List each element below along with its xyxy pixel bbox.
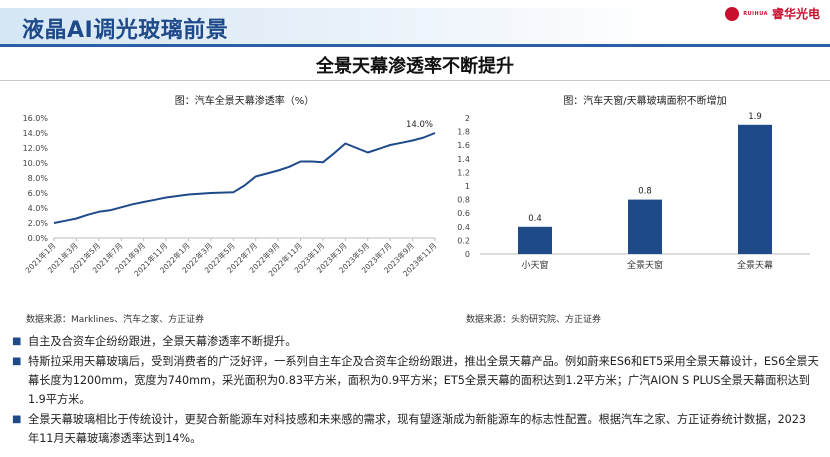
left-chart-source: 数据来源：Marklines、汽车之家、方正证券 bbox=[26, 315, 205, 325]
section-subtitle: 全景天幕渗透率不断提升 bbox=[316, 56, 514, 77]
bar-1 bbox=[518, 226, 552, 254]
bar-value-label: 0.4 bbox=[528, 214, 542, 224]
square-bullet-icon: ■ bbox=[12, 336, 22, 347]
y-tick-label: 16.0% bbox=[23, 114, 49, 123]
page-title: 液晶AI调光玻璃前景 bbox=[22, 18, 229, 43]
y-tick-label: 1.6 bbox=[457, 141, 470, 150]
square-bullet-icon: ■ bbox=[12, 356, 22, 367]
y-tick-label: 2.0% bbox=[28, 219, 49, 228]
bullet-item: ■ 特斯拉采用天幕玻璃后，受到消费者的广泛好评，一系列自主车企及合资车企纷纷跟进… bbox=[12, 352, 820, 409]
bar-category-label: 全景天幕 bbox=[737, 259, 773, 271]
bar-chart-title: 图：汽车天窗/天幕玻璃面积不断增加 bbox=[563, 94, 726, 107]
y-tick-label: 8.0% bbox=[28, 174, 49, 183]
y-tick-label: 0.8 bbox=[457, 196, 470, 205]
bullet-item: ■ 自主及合资车企纷纷跟进，全景天幕渗透率不断提升。 bbox=[12, 332, 820, 351]
y-tick-label: 1 bbox=[465, 182, 470, 191]
bar-category-label: 小天窗 bbox=[521, 259, 548, 271]
bar-2 bbox=[628, 199, 662, 254]
y-tick-label: 14.0% bbox=[23, 129, 49, 138]
bullet-item: ■ 全景天幕玻璃相比于传统设计，更契合新能源车对科技感和未来感的需求，现有望逐渐… bbox=[12, 410, 820, 448]
y-tick-label: 4.0% bbox=[28, 204, 49, 213]
bar-category-label: 全景天窗 bbox=[627, 259, 663, 271]
bullet-text: 全景天幕玻璃相比于传统设计，更契合新能源车对科技感和未来感的需求，现有望逐渐成为… bbox=[28, 413, 807, 445]
line-chart-title: 图：汽车全景天幕渗透率（%） bbox=[175, 94, 315, 107]
glass-area-bar-chart: 图：汽车天窗/天幕玻璃面积不断增加 0 0.2 0.4 0.6 0.8 1 1.2 1.4 1.6… bbox=[457, 94, 810, 271]
y-tick-label: 1.4 bbox=[457, 155, 470, 164]
y-tick-label: 0.6 bbox=[457, 209, 470, 218]
bar-value-label: 0.8 bbox=[638, 187, 652, 197]
y-tick-label: 1.2 bbox=[457, 168, 470, 177]
header-bar: 液晶AI调光玻璃前景 RUIHUA 睿华光电 bbox=[0, 0, 830, 50]
bar-3 bbox=[738, 124, 772, 254]
y-tick-label: 0 bbox=[465, 250, 470, 259]
y-tick-label: 12.0% bbox=[23, 144, 49, 153]
last-value-label: 14.0% bbox=[406, 120, 433, 130]
logo: RUIHUA 睿华光电 bbox=[725, 5, 820, 22]
right-chart-source: 数据来源：头豹研究院、方正证券 bbox=[466, 315, 602, 325]
header-band bbox=[0, 8, 830, 44]
penetration-series-line bbox=[53, 132, 436, 224]
bullet-text: 自主及合资车企纷纷跟进，全景天幕渗透率不断提升。 bbox=[28, 335, 297, 348]
y-tick-label: 6.0% bbox=[28, 189, 49, 198]
bullet-list: ■ 自主及合资车企纷纷跟进，全景天幕渗透率不断提升。 ■ 特斯拉采用天幕玻璃后，… bbox=[12, 332, 820, 449]
penetration-line-chart: 图：汽车全景天幕渗透率（%） 0.0% 2.0% 4.0% 6.0% 8.0% 10.0% 1… bbox=[23, 94, 439, 278]
logo-sub: RUIHUA bbox=[743, 10, 768, 17]
y-tick-label: 0.2 bbox=[457, 236, 470, 245]
logo-text: 睿华光电 bbox=[771, 7, 820, 21]
y-tick-label: 1.8 bbox=[457, 128, 470, 137]
y-tick-label: 2 bbox=[465, 114, 470, 123]
y-tick-label: 0.4 bbox=[457, 223, 470, 232]
logo-mark-icon bbox=[725, 6, 740, 21]
subtitle-divider bbox=[0, 80, 830, 81]
square-bullet-icon: ■ bbox=[12, 414, 22, 425]
bar-value-label: 1.9 bbox=[748, 112, 762, 122]
bullet-text: 特斯拉采用天幕玻璃后，受到消费者的广泛好评，一系列自主车企及合资车企纷纷跟进，推… bbox=[28, 355, 819, 406]
y-tick-label: 0.0% bbox=[28, 234, 49, 243]
header-rule bbox=[0, 44, 830, 47]
y-tick-label: 10.0% bbox=[23, 159, 49, 168]
